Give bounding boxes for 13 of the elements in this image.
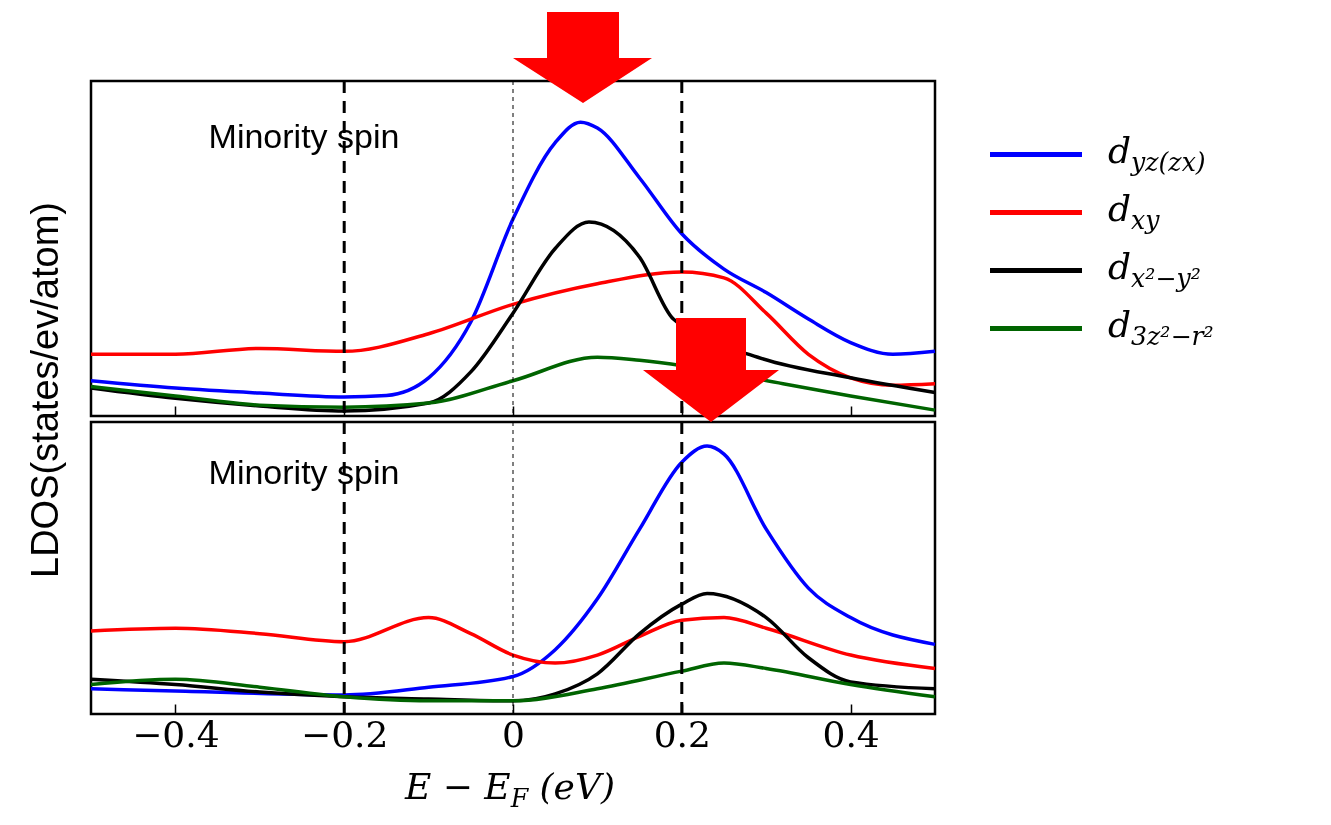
legend-label: d$_{3z²−r²}$ xyxy=(1108,304,1214,352)
annotation: Minority spin xyxy=(208,117,400,155)
x-tick-label: −0.4 xyxy=(132,713,220,755)
x-tick-label: −0.2 xyxy=(300,713,389,755)
x-tick-label: 0.2 xyxy=(653,713,711,755)
x-tick-label: 0.4 xyxy=(822,713,880,755)
legend-label: d$_{x²−y²}$ xyxy=(1108,246,1201,294)
legend-label: d$_{xy}$ xyxy=(1108,188,1160,236)
x-tick-label: 0 xyxy=(502,713,525,755)
y-axis-title: LDOS(states/ev/atom) xyxy=(23,202,67,578)
annotation: Minority spin xyxy=(208,453,400,491)
legend-label: d$_{yz(zx)}$ xyxy=(1108,130,1206,178)
x-axis-title: E − E$_{F}$ (eV) xyxy=(405,766,615,814)
